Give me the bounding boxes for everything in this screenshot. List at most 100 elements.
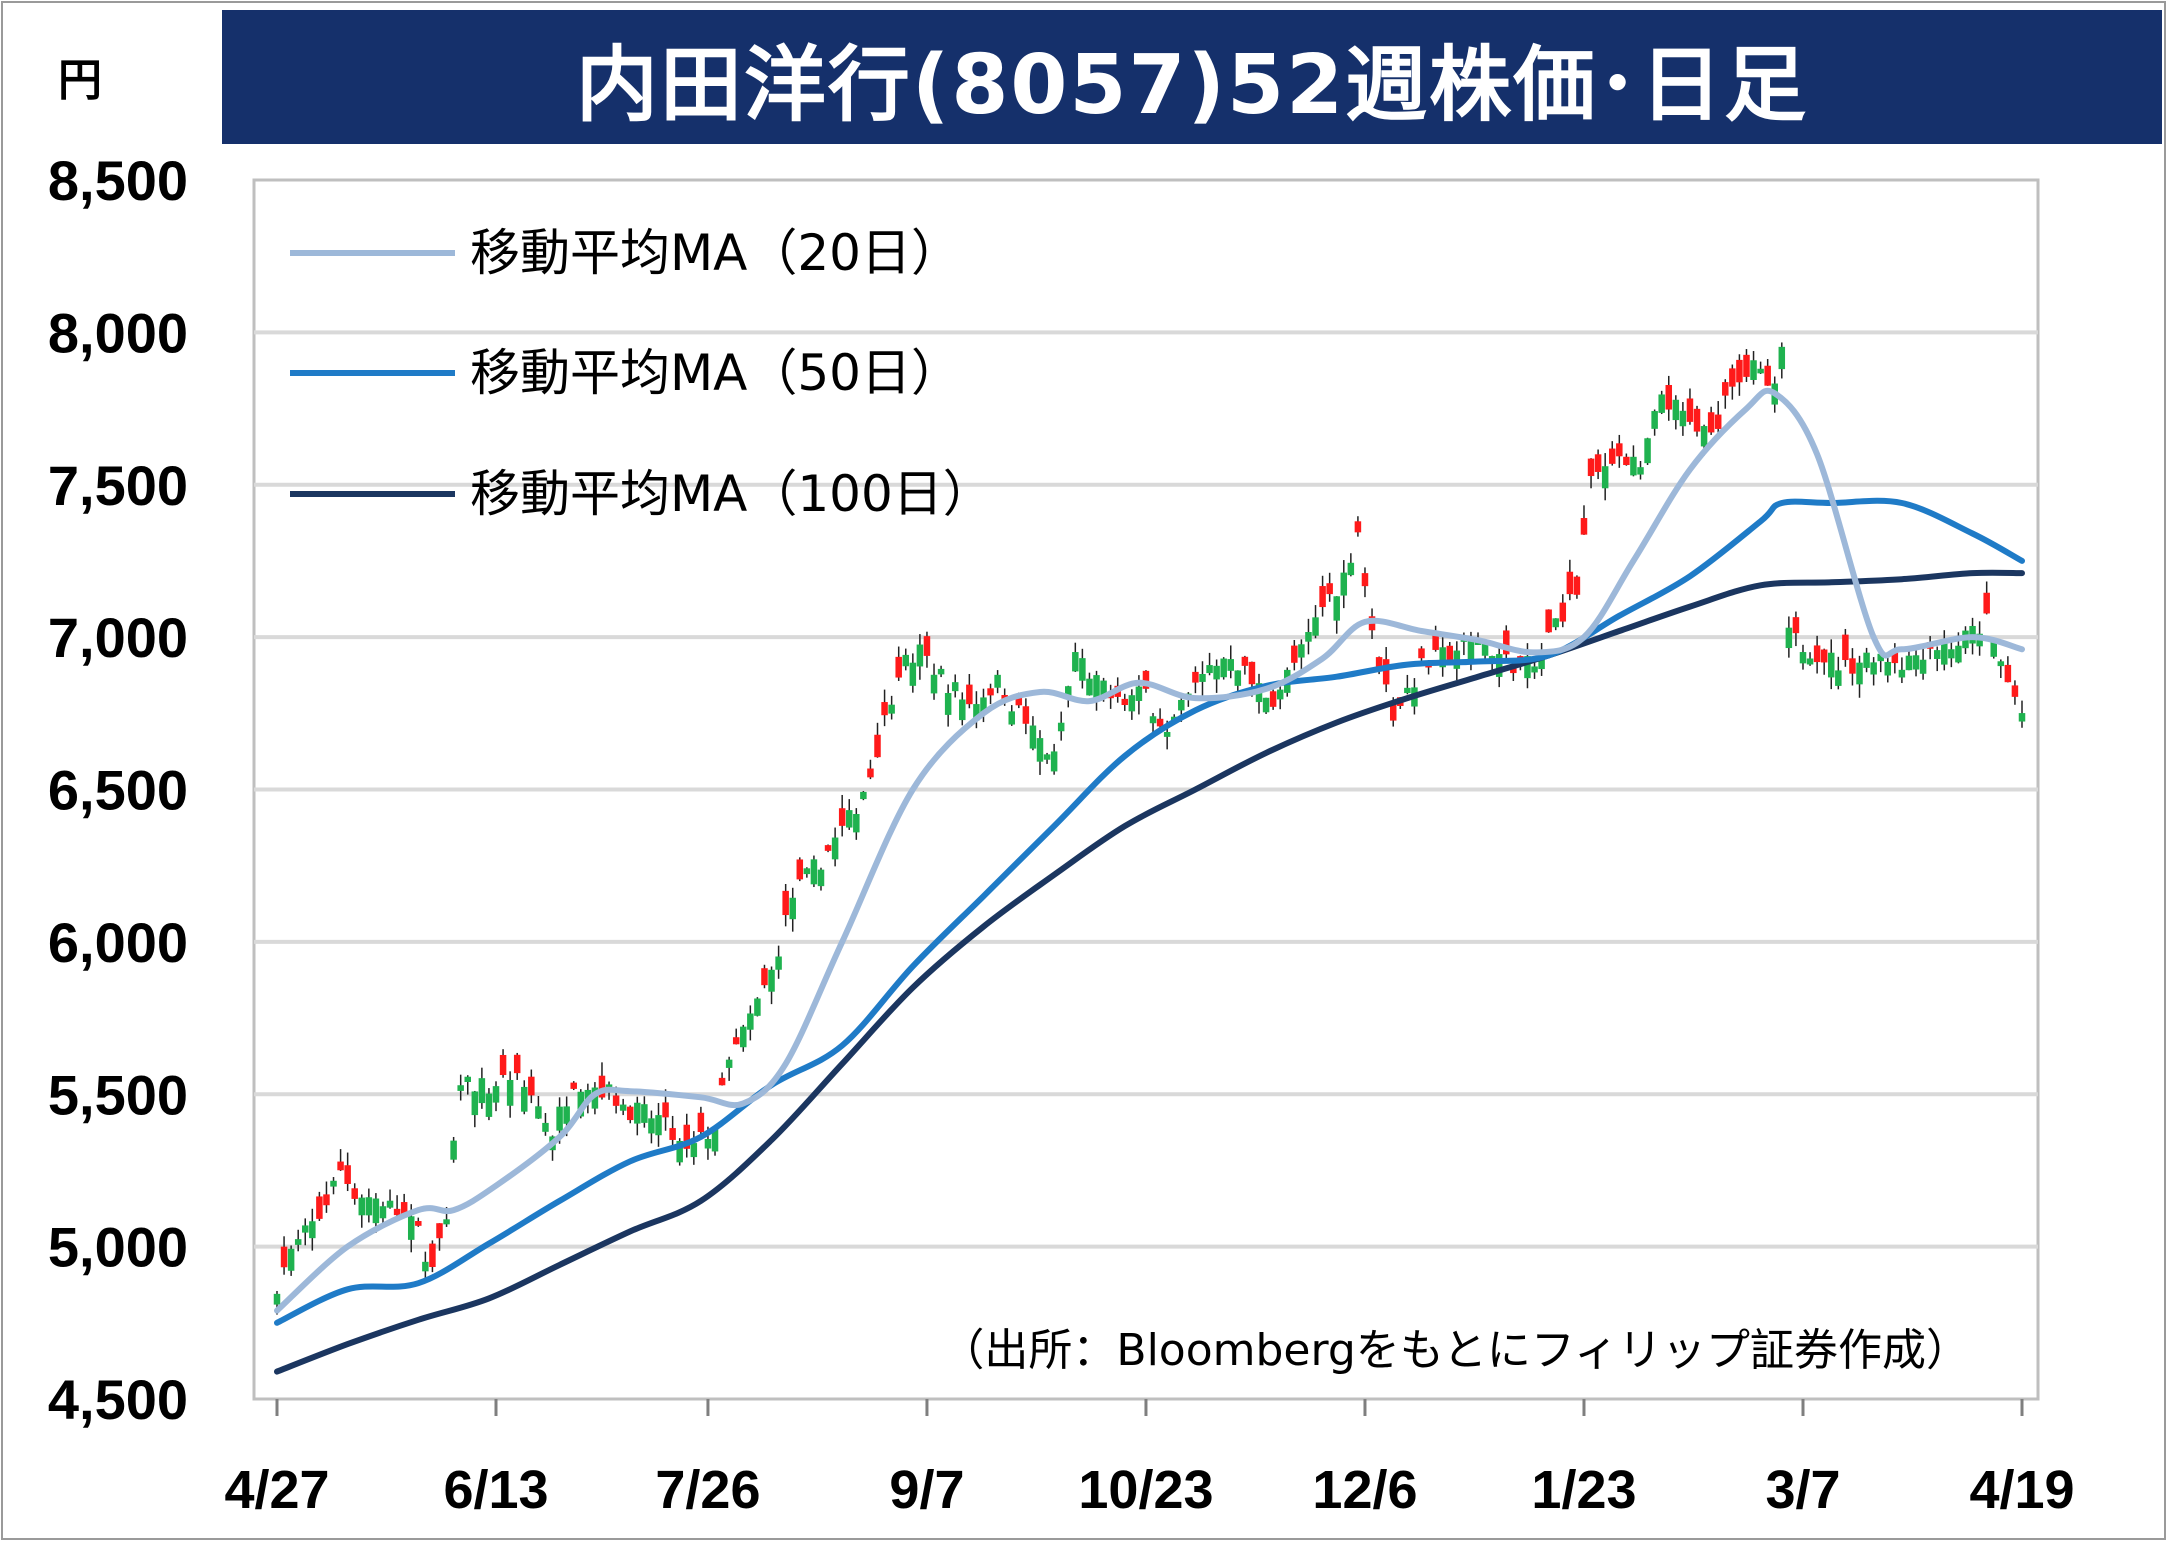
- candle-body: [415, 1221, 422, 1226]
- candle-body: [344, 1165, 351, 1184]
- candle-body: [1467, 637, 1475, 660]
- candle-body: [1820, 649, 1828, 663]
- candle-body: [1121, 698, 1129, 706]
- candle-body: [740, 1026, 747, 1048]
- candle-body: [1050, 751, 1058, 772]
- candle-body: [838, 808, 846, 826]
- candle-body: [379, 1206, 387, 1219]
- candle-body: [1587, 458, 1595, 477]
- y-tick-label: 8,000: [48, 301, 188, 364]
- candle-body: [1736, 359, 1743, 383]
- candle-body: [1418, 648, 1425, 659]
- candle-body: [1361, 573, 1369, 587]
- x-tick-label: 12/6: [1312, 1460, 1417, 1520]
- candle-body: [1912, 655, 1920, 670]
- x-tick-label: 6/13: [443, 1460, 548, 1520]
- candle-body: [528, 1076, 535, 1096]
- candle-body: [1262, 697, 1270, 713]
- candle-body: [506, 1079, 514, 1106]
- candle-body: [641, 1104, 648, 1123]
- candle-body: [669, 1128, 676, 1140]
- candle-body: [1446, 645, 1454, 660]
- candle-body: [718, 1077, 726, 1086]
- x-tick-label: 9/7: [889, 1460, 964, 1520]
- candle-body: [1093, 675, 1100, 701]
- candle-body: [1503, 630, 1510, 655]
- candle-body: [1022, 706, 1030, 724]
- candle-body: [648, 1118, 655, 1134]
- candle-body: [309, 1221, 316, 1239]
- candle-body: [1623, 456, 1630, 466]
- candle-body: [1842, 634, 1849, 661]
- candle-body: [1545, 609, 1552, 633]
- candle-body: [1665, 384, 1673, 410]
- candle-body: [1729, 368, 1736, 387]
- candle-body: [1163, 731, 1171, 737]
- candle-body: [1432, 634, 1439, 650]
- candle-body: [443, 1219, 450, 1225]
- candle-body: [775, 956, 782, 970]
- candle-body: [1891, 649, 1899, 664]
- candle-body: [1552, 618, 1559, 628]
- candle-body: [1248, 661, 1256, 685]
- candle-body: [810, 859, 818, 885]
- x-tick-label: 7/26: [655, 1460, 760, 1520]
- candle-body: [499, 1054, 507, 1076]
- candle-body: [1389, 701, 1397, 721]
- candle-body: [1206, 665, 1213, 674]
- candle-body: [1156, 718, 1164, 727]
- candle-body: [1813, 645, 1821, 663]
- candle-body: [471, 1091, 479, 1116]
- candle-body: [1008, 711, 1015, 725]
- candle-body: [612, 1095, 620, 1106]
- ma50-line: [274, 497, 2025, 1326]
- candle-body: [754, 998, 761, 1016]
- candle-body: [330, 1180, 337, 1187]
- candle-body: [2018, 713, 2026, 722]
- candle-body: [1079, 658, 1086, 681]
- candle-body: [619, 1104, 627, 1111]
- candle-body: [987, 688, 994, 696]
- candle-body: [535, 1106, 542, 1119]
- candle-body: [1608, 448, 1616, 464]
- candle-body: [372, 1198, 380, 1224]
- candle-body: [400, 1202, 408, 1217]
- candle-body: [796, 859, 804, 880]
- candle-body: [1142, 670, 1150, 689]
- candle-body: [1029, 725, 1037, 749]
- candle-body: [1983, 592, 1990, 614]
- candle-body: [1404, 687, 1411, 694]
- candle-body: [747, 1013, 754, 1030]
- candle-body: [1043, 754, 1051, 760]
- candle-body: [1933, 650, 1941, 659]
- candle-body: [1234, 670, 1242, 686]
- candle-body: [1955, 645, 1962, 663]
- candle-body: [1714, 414, 1722, 429]
- legend: 移動平均MA（20日） 移動平均MA（50日） 移動平均MA（100日）: [290, 224, 993, 523]
- candle-body: [1870, 662, 1877, 675]
- candle-body: [1340, 572, 1348, 596]
- candle-body: [1651, 411, 1658, 429]
- candle-body: [1877, 653, 1884, 662]
- candle-body: [1524, 656, 1531, 679]
- y-tick-label: 7,000: [48, 606, 188, 669]
- candle-body: [881, 702, 888, 716]
- candle-body: [732, 1037, 740, 1045]
- x-tick-label: 10/23: [1078, 1460, 1213, 1520]
- candle-body: [1601, 466, 1609, 489]
- candle-body: [316, 1196, 323, 1219]
- candle-body: [1312, 617, 1319, 636]
- candle-body: [1298, 644, 1305, 658]
- candle-body: [1135, 686, 1143, 701]
- candle-body: [294, 1239, 302, 1245]
- y-tick-label: 8,500: [48, 149, 188, 212]
- candle-body: [1149, 716, 1157, 724]
- x-axis-ticks: 4/27 6/13 7/26 9/7 10/23 12/6 1/23 3/7 4/19: [224, 1399, 2075, 1520]
- candle-body: [1354, 521, 1362, 533]
- candle-body: [888, 704, 895, 714]
- candle-body: [1559, 602, 1567, 622]
- x-tick-label: 4/27: [224, 1460, 329, 1520]
- y-tick-label: 7,500: [48, 454, 188, 517]
- candle-body: [1199, 674, 1206, 682]
